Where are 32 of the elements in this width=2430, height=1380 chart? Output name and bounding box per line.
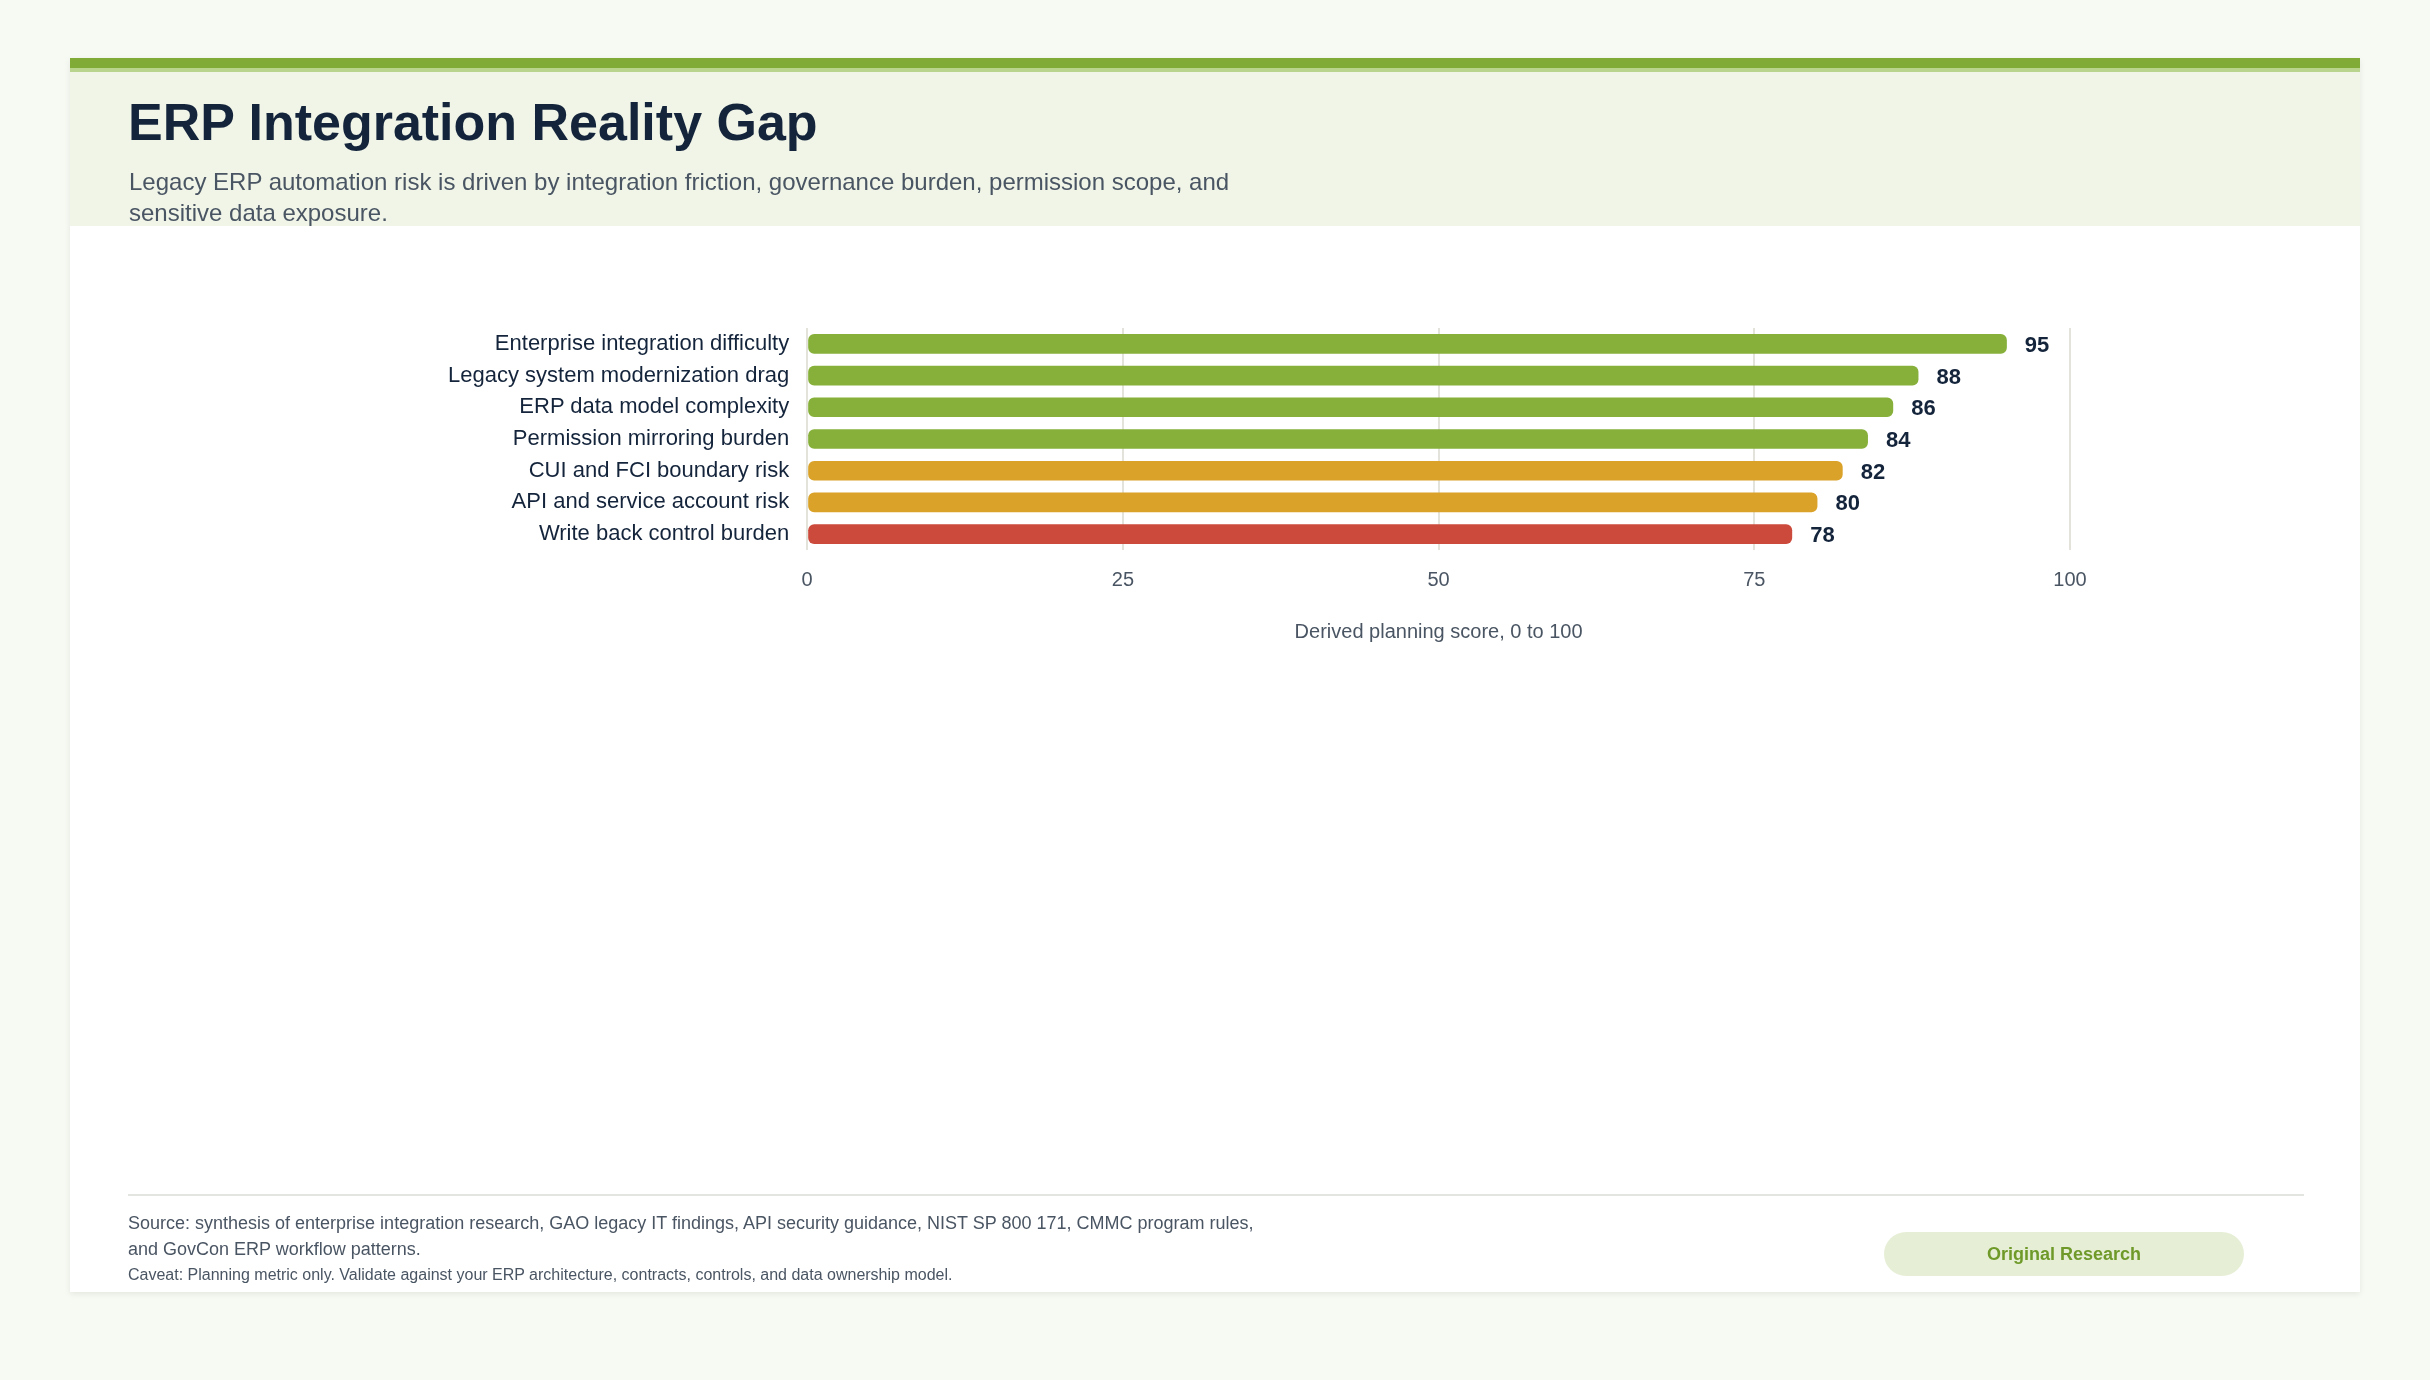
bar <box>808 397 1894 418</box>
y-tick-label: ERP data model complexity <box>519 393 790 419</box>
x-tick-label: 50 <box>1427 567 1450 590</box>
bar <box>808 365 1919 386</box>
text: Original Research <box>1884 1232 2244 1276</box>
text: Caveat: Planning metric only. Validate against your ERP architecture, contracts, controls, and data ownership model. <box>128 1266 953 1284</box>
x-tick-label: 75 <box>1743 567 1766 590</box>
data-label: 84 <box>1885 427 1912 453</box>
data-label: 80 <box>1835 490 1860 516</box>
x-tick-label: 100 <box>2053 567 2087 590</box>
bar <box>808 429 1868 449</box>
y-tick-label: Write back control burden <box>538 520 790 546</box>
data-label: 82 <box>1860 458 1886 484</box>
y-tick-label: Enterprise integration difficulty <box>494 329 790 355</box>
chart-title: ERP Integration Reality Gap <box>128 92 818 152</box>
y-tick-label: Legacy system modernization drag <box>448 361 790 387</box>
y-tick-label: API and service account risk <box>511 488 791 514</box>
bar <box>808 334 2007 354</box>
x-tick-label: 25 <box>1111 567 1134 590</box>
data-label: 95 <box>2024 331 2050 357</box>
x-tick-label: 0 <box>801 567 813 590</box>
bar <box>808 492 1818 513</box>
data-label: 86 <box>1911 395 1936 421</box>
x-axis-title: Derived planning score, 0 to 100 <box>1294 619 1583 642</box>
chart-subtitle: Legacy ERP automation risk is driven by integration friction, governance burden, permission scope, and sensitive data exposure. <box>129 167 1231 228</box>
y-tick-label: Permission mirroring burden <box>512 425 790 451</box>
y-tick-label: CUI and FCI boundary risk <box>528 456 791 482</box>
source-note: Source: synthesis of enterprise integration research, GAO legacy IT findings, API security guidance, NIST SP 800 171, CMMC program rules, and GovCon ERP workflow patterns. <box>128 1212 1255 1261</box>
data-label: 88 <box>1936 363 1961 389</box>
bar <box>808 460 1843 481</box>
data-label: 78 <box>1810 522 1835 548</box>
bar <box>808 524 1793 544</box>
